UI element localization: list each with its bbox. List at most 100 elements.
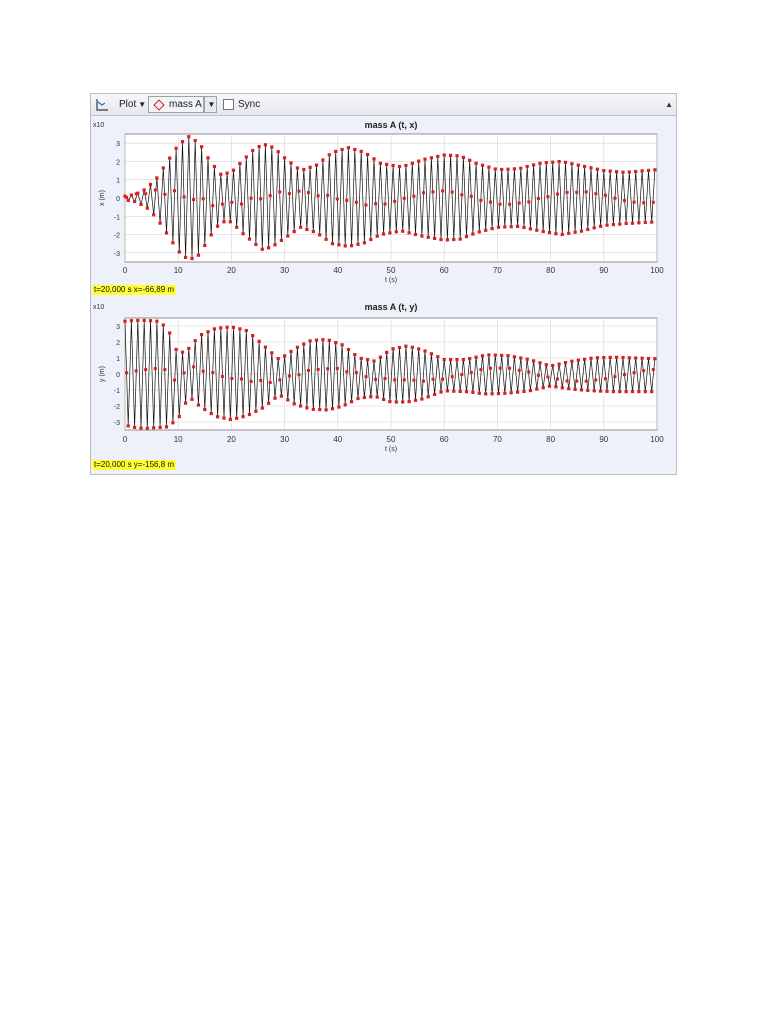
data-point — [498, 202, 502, 206]
data-point — [429, 156, 433, 160]
data-point — [133, 199, 137, 204]
data-point — [220, 375, 224, 378]
data-point — [283, 354, 287, 358]
data-point — [354, 200, 358, 204]
data-point — [299, 404, 303, 408]
data-point — [413, 398, 418, 402]
data-point — [643, 390, 647, 394]
data-point — [431, 190, 435, 194]
data-point — [500, 167, 504, 172]
data-point — [134, 192, 138, 196]
data-point — [551, 363, 555, 368]
data-point — [286, 398, 290, 402]
data-point — [439, 237, 443, 242]
data-point — [353, 353, 357, 357]
data-point — [489, 200, 492, 204]
data-point — [136, 318, 140, 322]
data-point — [560, 386, 564, 390]
data-point — [490, 227, 494, 231]
data-point — [546, 195, 550, 199]
data-point — [307, 191, 310, 195]
data-point — [212, 164, 216, 169]
data-point — [383, 377, 387, 380]
data-point — [623, 373, 626, 377]
data-point — [350, 244, 354, 248]
data-point — [244, 155, 248, 159]
data-point — [139, 202, 143, 206]
data-point — [410, 161, 414, 165]
data-point — [557, 362, 561, 366]
data-point — [276, 357, 280, 361]
data-point — [187, 135, 191, 139]
x-tick-label: 40 — [333, 435, 342, 444]
data-point — [422, 191, 425, 195]
data-point — [163, 192, 167, 196]
data-point — [618, 390, 622, 394]
data-point — [263, 143, 267, 147]
data-point — [592, 389, 596, 393]
data-point — [335, 197, 339, 201]
sync-label: Sync — [238, 99, 261, 110]
data-point — [254, 409, 258, 413]
data-point — [168, 156, 172, 160]
data-point — [385, 162, 389, 166]
data-point — [203, 407, 207, 412]
data-point — [164, 425, 169, 429]
data-point — [369, 395, 373, 399]
data-point — [527, 200, 531, 204]
data-point — [469, 370, 473, 374]
data-point — [576, 358, 580, 362]
data-point — [222, 220, 226, 224]
data-point — [295, 166, 299, 170]
x-tick-label: 100 — [650, 435, 664, 444]
data-point — [498, 366, 502, 370]
data-point — [279, 394, 283, 398]
data-point — [563, 361, 568, 365]
x-axis-label: t (s) — [385, 277, 397, 284]
data-point — [519, 356, 523, 360]
data-point — [230, 200, 234, 204]
x-tick-label: 60 — [440, 435, 449, 444]
data-point — [584, 190, 588, 194]
dataset-selector[interactable]: mass A — [148, 96, 204, 113]
data-point — [618, 222, 622, 226]
dataset-dropdown-button[interactable]: ▼ — [204, 96, 217, 113]
x-tick-label: 80 — [546, 435, 555, 444]
data-point — [445, 238, 449, 242]
data-point — [206, 156, 210, 160]
data-point — [402, 196, 406, 200]
plot-axes-icon[interactable] — [95, 96, 111, 113]
data-point — [426, 235, 430, 239]
x-tick-label: 90 — [599, 435, 608, 444]
data-point — [535, 228, 539, 232]
data-point — [125, 195, 129, 199]
data-point — [260, 247, 264, 251]
data-point — [508, 202, 512, 206]
plot-menu-button[interactable]: Plot ▼ — [116, 96, 149, 113]
data-point — [536, 373, 540, 377]
data-point — [570, 359, 574, 363]
data-point — [228, 220, 232, 224]
sync-checkbox[interactable]: Sync — [223, 96, 260, 113]
data-point — [193, 339, 197, 343]
data-point — [180, 140, 185, 144]
data-point — [235, 225, 239, 229]
data-point — [133, 425, 137, 429]
data-point — [187, 346, 191, 350]
data-point — [211, 371, 215, 375]
data-point — [603, 193, 607, 197]
data-point — [407, 400, 411, 404]
triangle-up-icon[interactable]: ▲ — [665, 100, 673, 109]
data-point — [541, 386, 545, 390]
data-point — [216, 415, 220, 419]
data-point — [404, 344, 408, 348]
data-point — [340, 147, 344, 152]
data-point — [378, 355, 382, 359]
data-point — [484, 392, 488, 396]
data-point — [484, 228, 488, 232]
data-point — [646, 356, 651, 361]
data-point — [602, 169, 606, 173]
data-point — [413, 232, 418, 237]
data-point — [477, 391, 481, 395]
data-point — [343, 403, 347, 407]
